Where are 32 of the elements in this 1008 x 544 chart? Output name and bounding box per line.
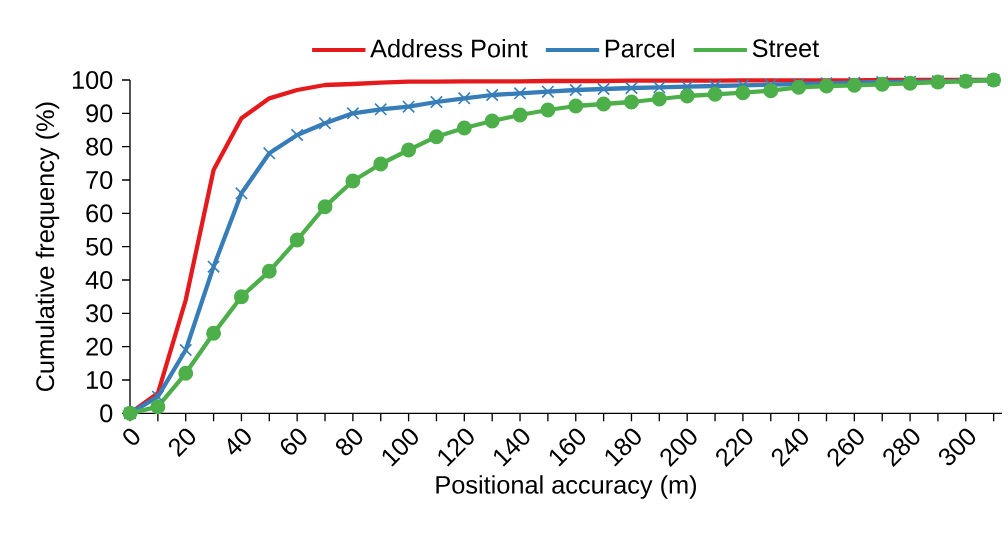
y-tick-label: 80: [86, 137, 113, 156]
x-tick-label: 160: [549, 428, 586, 467]
x-tick-label: 120: [438, 428, 474, 467]
legend-label: Address Point: [370, 38, 528, 58]
x-tick-label: 20: [168, 428, 196, 458]
x-tick-label: 200: [660, 428, 697, 467]
y-tick-label: 70: [86, 171, 113, 189]
y-tick-label: 100: [72, 71, 113, 89]
y-tick-label: 20: [86, 337, 113, 356]
x-tick-label: 260: [827, 428, 864, 467]
x-tick-label: 100: [382, 428, 418, 467]
legend-label: Street: [752, 39, 820, 58]
x-tick-label: 240: [771, 428, 808, 467]
legend-label: Parcel: [605, 38, 674, 58]
y-tick-label: 40: [85, 271, 113, 289]
x-tick-label: 80: [335, 428, 363, 456]
x-tick-label: 180: [605, 428, 641, 467]
x-tick-label: 0: [123, 428, 140, 445]
x-tick-label: 300: [938, 428, 976, 466]
x-tick-label: 280: [883, 428, 920, 467]
y-tick-label: 10: [87, 371, 113, 389]
y-tick-label: 90: [86, 104, 113, 123]
x-tick-label: 60: [280, 428, 307, 455]
y-tick-label: 0: [100, 404, 113, 423]
y-tick-label: 50: [86, 237, 113, 256]
x-tick-label: 220: [716, 428, 753, 467]
x-tick-label: 140: [494, 428, 530, 467]
y-axis-title: Cumulative frequency (%): [35, 102, 60, 392]
x-tick-label: 40: [227, 428, 251, 455]
y-tick-label: 60: [86, 204, 113, 223]
y-tick-label: 30: [86, 304, 113, 323]
x-axis-title: Positional accuracy (m): [436, 475, 696, 499]
